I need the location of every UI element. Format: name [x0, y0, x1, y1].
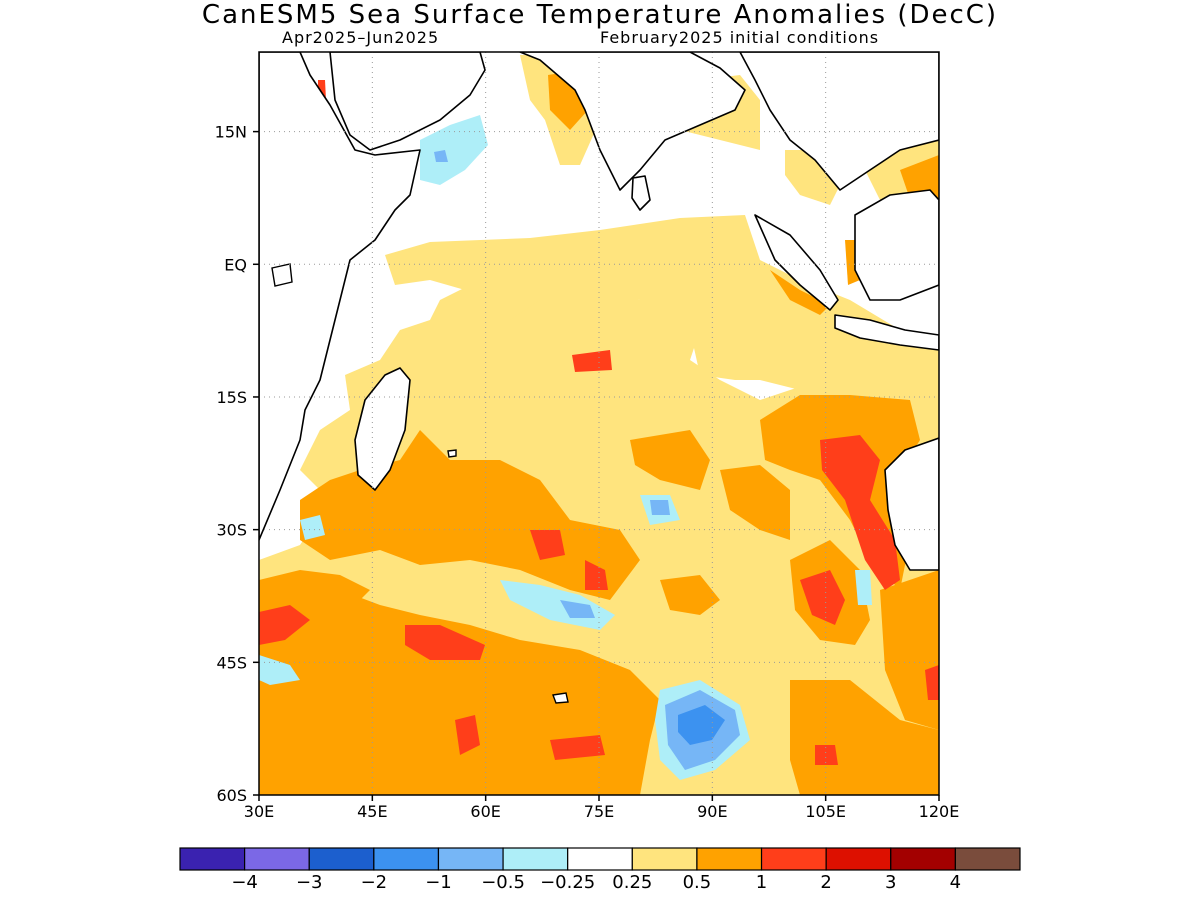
colorbar — [179, 847, 1021, 871]
lat-tick-label: 15N — [215, 123, 247, 142]
kerguelen-island — [552, 692, 569, 704]
colorbar-label: 3 — [885, 872, 896, 893]
africa-landmass — [259, 52, 421, 541]
borneo-island — [854, 189, 939, 301]
anomaly-region-orange — [660, 575, 720, 615]
lat-tick-label: EQ — [224, 255, 247, 274]
anomaly-region-red-orange — [455, 715, 480, 755]
anomaly-region-orange — [880, 570, 939, 730]
anomaly-region-red-orange — [259, 605, 310, 645]
lon-tick-label: 45E — [357, 802, 387, 821]
colorbar-label: −3 — [296, 872, 323, 893]
lake-victoria — [271, 263, 293, 287]
madagascar-island — [354, 367, 411, 491]
sri-lanka-island — [631, 175, 651, 211]
forecast-period: Apr2025–Jun2025 — [282, 28, 440, 47]
initial-conditions: February2025 initial conditions — [600, 28, 880, 47]
anomaly-region-red-orange — [820, 435, 900, 590]
lon-tick-label: 30E — [244, 802, 274, 821]
colorbar-label: −2 — [361, 872, 388, 893]
colorbar-label: 4 — [950, 872, 961, 893]
anomaly-region-pale-blue — [420, 115, 488, 185]
colorbar-label: −0.25 — [540, 872, 595, 893]
lat-tick-label: 15S — [216, 388, 247, 407]
latitude-axis: 15N EQ 15S 30S 45S 60S — [215, 123, 259, 805]
anomaly-region-red-orange — [815, 745, 838, 765]
lon-tick-label: 60E — [470, 802, 500, 821]
anomaly-region-red-orange — [550, 735, 605, 760]
land-layer — [259, 52, 939, 704]
colorbar-label: −0.5 — [481, 872, 525, 893]
anomaly-region-pale-yellow — [385, 215, 939, 405]
lon-tick-label: 90E — [697, 802, 727, 821]
colorbar-swatch — [825, 847, 892, 871]
colorbar-swatch — [631, 847, 698, 871]
anomaly-region-light-blue — [560, 600, 595, 618]
indian-subcontinent — [519, 52, 746, 191]
anomaly-region-red-orange — [530, 530, 565, 560]
anomaly-region-orange — [720, 465, 790, 540]
colorbar-swatch — [954, 847, 1021, 871]
colorbar-label: −4 — [231, 872, 258, 893]
anomaly-region-light-blue — [434, 150, 448, 162]
anomaly-region-orange — [630, 430, 710, 490]
java-island — [834, 314, 939, 351]
anomaly-region-red-orange — [585, 560, 608, 590]
colorbar-swatch — [244, 847, 310, 871]
colorbar-label: 1 — [756, 872, 767, 893]
mauritius-island — [447, 449, 457, 458]
anomaly-region-red-orange — [405, 625, 485, 660]
anomaly-region-pale-blue — [300, 515, 325, 540]
colorbar-swatch — [308, 847, 375, 871]
map-grid — [259, 52, 939, 795]
anomaly-region-red-orange — [925, 665, 939, 700]
anomaly-region-orange — [770, 270, 830, 315]
lat-tick-label: 60S — [216, 786, 247, 805]
anomaly-region-medium-blue — [678, 705, 725, 745]
colorbar-swatch — [437, 847, 504, 871]
lon-tick-label: 105E — [805, 802, 846, 821]
colorbar-swatch — [373, 847, 440, 871]
longitude-axis: 30E 45E 60E 75E 90E 105E 120E — [244, 795, 960, 821]
anomaly-region-pale-blue — [855, 570, 872, 605]
lon-tick-label: 75E — [584, 802, 614, 821]
chart-title: CanESM5 Sea Surface Temperature Anomalie… — [201, 0, 999, 30]
colorbar-swatch — [760, 847, 827, 871]
colorbar-swatch — [502, 847, 569, 871]
australia-landmass — [884, 437, 939, 571]
anomaly-region-red-orange — [572, 350, 612, 372]
southeast-asia — [739, 52, 939, 191]
lat-tick-label: 45S — [216, 653, 247, 672]
colorbar-swatch — [890, 847, 956, 871]
anomaly-region-orange — [259, 570, 370, 615]
colorbar-swatch — [696, 847, 763, 871]
colorbar-swatch — [567, 847, 633, 871]
lat-tick-label: 30S — [216, 521, 247, 540]
anomaly-region-light-blue — [650, 500, 670, 515]
colorbar-label: 0.5 — [683, 872, 712, 893]
lon-tick-label: 120E — [919, 802, 960, 821]
arabian-peninsula — [329, 52, 486, 151]
colorbar-swatch — [179, 847, 246, 871]
colorbar-labels: −4 −3 −2 −1 −0.5 −0.25 0.25 0.5 1 2 3 4 — [231, 872, 961, 893]
colorbar-label: −1 — [425, 872, 452, 893]
colorbar-label: 0.25 — [612, 872, 652, 893]
anomaly-region-orange — [790, 680, 939, 795]
colorbar-label: 2 — [820, 872, 831, 893]
anomaly-region-red-orange — [800, 570, 845, 625]
